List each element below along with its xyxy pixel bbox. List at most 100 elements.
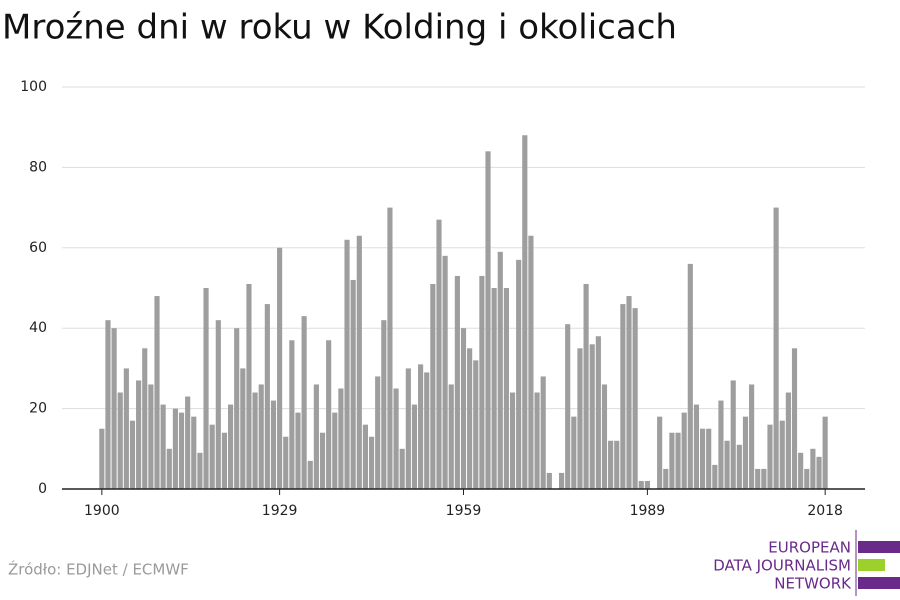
bar [105, 320, 111, 489]
bar [393, 388, 399, 489]
bar [418, 364, 424, 489]
bar [252, 392, 258, 489]
bar [601, 384, 608, 489]
bar [804, 468, 810, 489]
logo-bar [858, 541, 900, 553]
bar [277, 247, 283, 489]
y-tick-label: 40 [29, 320, 47, 336]
y-tick-label: 60 [29, 240, 47, 256]
bar [460, 328, 467, 489]
bar [614, 440, 620, 489]
bar [307, 460, 313, 489]
bar [559, 472, 565, 489]
bar [215, 320, 221, 489]
bar [448, 384, 454, 489]
bar [755, 468, 761, 489]
bar [663, 468, 669, 489]
bar [289, 340, 295, 489]
bar [791, 348, 798, 489]
bar [509, 392, 516, 489]
bar [522, 135, 528, 490]
bar [540, 376, 546, 489]
bar [111, 328, 117, 489]
bar [736, 444, 742, 489]
x-tick-label: 1929 [262, 503, 298, 519]
bar [534, 392, 540, 489]
bar [454, 275, 460, 489]
bar [730, 380, 736, 489]
bar [117, 392, 123, 489]
bar [399, 448, 405, 489]
bar [589, 344, 595, 489]
bar [99, 428, 105, 489]
logo-text: EUROPEAN [768, 539, 851, 557]
bar [197, 452, 203, 489]
bar [221, 432, 228, 489]
bar [129, 420, 136, 489]
bar [473, 360, 479, 489]
bar [264, 304, 270, 489]
bar [798, 452, 804, 489]
bar [362, 424, 368, 489]
bar [234, 328, 240, 489]
bar [767, 424, 773, 489]
bar [479, 275, 485, 489]
bar [148, 384, 154, 489]
bar [172, 408, 178, 489]
bar [620, 304, 626, 489]
bar [405, 368, 411, 489]
bar [626, 296, 632, 489]
logo-text: NETWORK [774, 575, 852, 593]
bar [693, 404, 700, 489]
bar [485, 151, 491, 489]
bar [332, 412, 338, 489]
bar [687, 263, 693, 489]
logo-text: DATA JOURNALISM [713, 557, 851, 575]
x-tick-label: 1900 [84, 503, 120, 519]
bar [503, 288, 509, 489]
bar [136, 380, 142, 489]
bar [295, 412, 301, 489]
bar [411, 404, 418, 489]
bar [742, 416, 749, 489]
bar [350, 279, 356, 489]
x-tick-label: 1989 [630, 503, 666, 519]
bar [240, 368, 246, 489]
bar [669, 432, 675, 489]
bar [387, 207, 393, 489]
bar [497, 251, 503, 489]
y-tick-label: 0 [38, 481, 47, 497]
bar [368, 436, 375, 489]
bar [516, 259, 522, 489]
bar [356, 235, 362, 489]
bar [657, 416, 663, 489]
bar [583, 283, 589, 489]
bar [375, 376, 381, 489]
bar [675, 432, 681, 489]
bar [724, 440, 730, 489]
bar [191, 416, 197, 489]
x-tick-label: 2018 [807, 503, 843, 519]
bar [258, 384, 264, 489]
bar [283, 436, 289, 489]
bar [166, 448, 172, 489]
bar [154, 296, 160, 489]
bar [571, 416, 577, 489]
bar [326, 340, 332, 489]
bar [160, 404, 166, 489]
bar [718, 400, 724, 489]
bar [595, 336, 601, 489]
bar [706, 428, 712, 489]
bar [638, 480, 644, 489]
bar [424, 372, 430, 489]
y-tick-label: 100 [20, 79, 47, 95]
bar [822, 416, 828, 489]
bar [203, 288, 209, 489]
bar [442, 255, 448, 489]
chart-title: Mroźne dni w roku w Kolding i okolicach [2, 8, 677, 48]
bar [209, 424, 215, 489]
bar [577, 348, 583, 489]
bar [313, 384, 319, 489]
bar [178, 412, 185, 489]
